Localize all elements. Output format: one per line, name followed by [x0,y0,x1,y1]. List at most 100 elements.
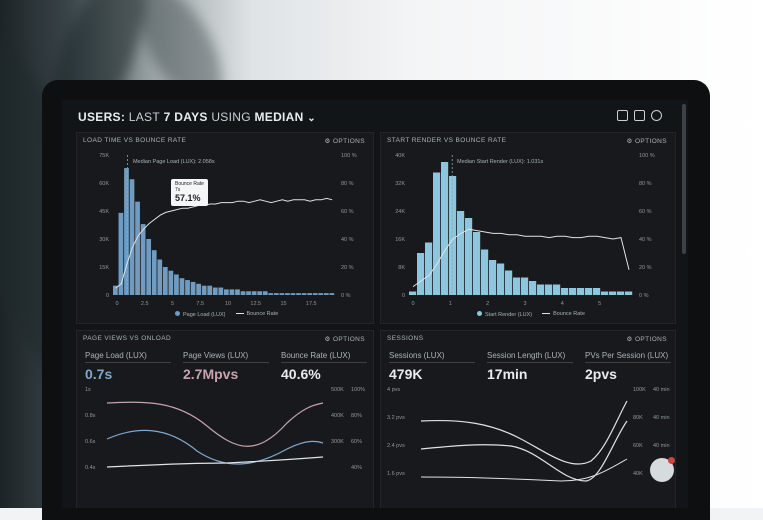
x-tick-label: 0 [115,301,118,307]
histogram-bar [433,172,441,295]
chat-launcher-button[interactable] [650,457,675,482]
metric-page-load[interactable]: Page Load (LUX) 0.7s [85,351,171,382]
histogram-bar [481,249,489,295]
y-tick-label: 0.4s [85,465,96,471]
y3-tick-label: 80% [351,413,362,419]
histogram-bar [457,211,465,295]
bounce-rate-line [115,197,333,289]
y2-tick-label: 40 % [341,237,354,243]
metric-bounce-rate[interactable]: Bounce Rate (LUX) 40.6% [281,351,367,382]
y-tick-label: 0 [402,293,405,299]
y3-tick-label: 40% [351,465,362,471]
options-button[interactable]: OPTIONS [627,335,668,343]
y2-tick-label: 20 % [341,265,354,271]
y3-tick-label: 40 min [653,443,670,449]
y2-tick-label: 100 % [341,153,357,159]
legend-item: Start Render (LUX) [477,311,532,318]
page-views-panel: PAGE VIEWS VS ONLOAD OPTIONS Page Load (… [76,330,374,508]
tooltip-title: Bounce Rate [175,181,204,187]
options-button[interactable]: OPTIONS [325,137,366,145]
histogram-bar [441,162,449,295]
x-tick-label: 5 [171,301,174,307]
scrollbar[interactable] [682,104,686,254]
options-button[interactable]: OPTIONS [627,137,668,145]
header-using: USING [211,110,251,124]
histogram-bar [185,280,190,295]
histogram-bar [473,232,481,295]
histogram-bar [190,281,196,295]
sessions-panel: SESSIONS OPTIONS Sessions (LUX) 479K Ses… [380,330,676,508]
y2-tick-label: 0 % [341,293,351,299]
metric-pvs-per-session[interactable]: PVs Per Session (LUX) 2pvs [585,351,671,382]
y-tick-label: 15K [99,265,109,271]
histogram-bar [609,291,617,295]
histogram-bar [129,179,135,295]
histogram-bar [235,289,240,295]
bounce-rate-tooltip: Bounce Rate 7s 57.1% [171,179,208,206]
header-stat-dropdown[interactable]: MEDIAN [254,110,304,124]
histogram-bar [425,242,433,295]
bounce-rate-line [412,228,630,288]
y-tick-label: 32K [395,181,405,187]
histogram-bar [262,291,268,295]
legend-item: Bounce Rate [542,311,585,318]
histogram-bar [296,293,301,295]
histogram-bar [318,293,324,295]
x-tick-label: 2.5 [141,301,149,307]
y-tick-label: 75K [99,153,109,159]
dashboard-header: USERS: LAST 7 DAYS USING MEDIAN ⌄ [78,110,672,130]
histogram-bar [140,224,146,295]
y-tick-label: 0.8s [85,413,96,419]
x-tick-label: 2 [486,301,489,307]
y2-tick-label: 0 % [639,293,649,299]
metric-sessions[interactable]: Sessions (LUX) 479K [389,351,475,382]
chevron-down-icon[interactable]: ⌄ [307,113,316,124]
x-tick-label: 3 [523,301,526,307]
metric-session-length[interactable]: Session Length (LUX) 17min [487,351,573,382]
panel-title: PAGE VIEWS VS ONLOAD [83,335,172,342]
help-icon[interactable] [651,110,662,121]
histogram-bar [273,293,279,295]
x-tick-label: 4 [561,301,564,307]
histogram-bar [489,260,497,295]
monitor-icon[interactable] [617,110,628,121]
y2-tick-label: 80 % [639,181,652,187]
pvs-per-session-line [420,458,628,482]
histogram-bar [212,287,218,295]
y2-tick-label: 60K [633,443,643,449]
y3-tick-label: 100% [351,387,365,393]
histogram-bar [569,288,577,295]
histogram-bar [168,270,174,295]
header-days: 7 DAYS [163,110,208,124]
histogram-bar [268,293,274,295]
histogram-bar [553,284,561,295]
histogram-bar [196,283,201,295]
header-prefix: USERS: [78,110,126,124]
histogram-bar [246,291,251,295]
y-tick-label: 45K [99,209,109,215]
x-tick-label: 10 [225,301,231,307]
page-load-line [106,429,324,465]
histogram-bar [561,288,569,295]
start-render-panel: START RENDER VS BOUNCE RATE OPTIONS 40K 3… [380,132,676,324]
page-views-chart: 1s 0.8s 0.6s 0.4s 500K 400K 300K 100% 80% 60% 40% [85,387,365,471]
y2-tick-label: 400K [331,413,344,419]
share-icon[interactable] [634,110,645,121]
histogram-bar [218,287,224,295]
histogram-bar [449,176,457,295]
histogram-bar [545,284,553,295]
x-tick-label: 0 [411,301,414,307]
median-label: Median Page Load (LUX): 2.058s [133,159,215,165]
y2-tick-label: 60 % [639,209,652,215]
histogram-bar [537,284,545,295]
x-tick-label: 7.5 [196,301,204,307]
histogram-bar [113,285,118,295]
histogram-bar [124,168,129,295]
metric-page-views[interactable]: Page Views (LUX) 2.7Mpvs [183,351,269,382]
session-length-line [420,420,628,482]
histogram-bar [251,291,257,295]
y2-tick-label: 80K [633,415,643,421]
dashboard-screen: USERS: LAST 7 DAYS USING MEDIAN ⌄ LOAD T… [62,100,688,508]
options-button[interactable]: OPTIONS [325,335,366,343]
histogram-bar [285,293,290,295]
